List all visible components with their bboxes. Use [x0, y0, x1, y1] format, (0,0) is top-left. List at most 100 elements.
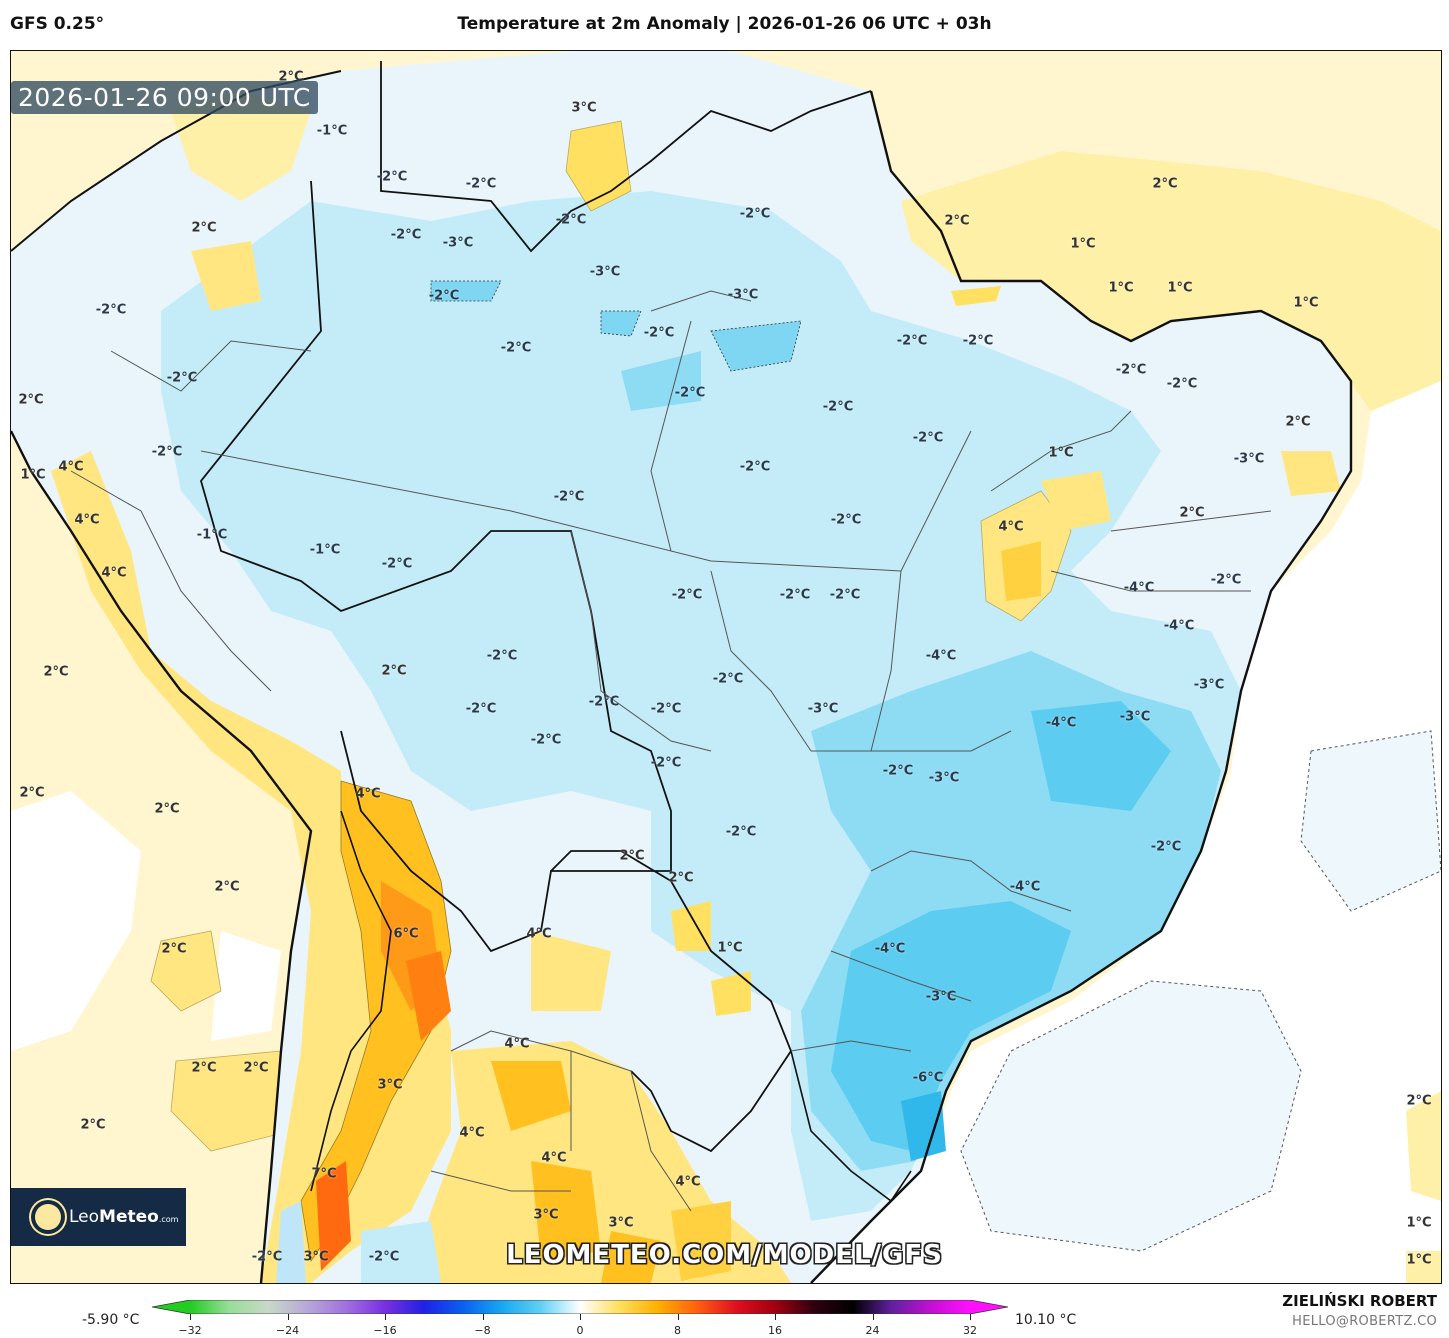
contour-label: -2°C [166, 370, 198, 386]
colorbar-tick-label: −16 [373, 1324, 397, 1337]
contour-label: -2°C [1210, 572, 1242, 588]
contour-label: -3°C [807, 701, 839, 717]
contour-label: -2°C [376, 169, 408, 185]
contour-label: 3°C [303, 1249, 329, 1265]
valid-time-badge: 2026-01-26 09:00 UTC [11, 81, 318, 114]
contour-label: -2°C [500, 340, 532, 356]
colorbar-ticks: −32 −24 −16 −8 0 8 16 24 32 [152, 1314, 1008, 1338]
contour-label: -3°C [589, 264, 621, 280]
contour-label: 4°C [459, 1125, 485, 1141]
contour-label: -2°C [368, 1249, 400, 1265]
contour-label: -2°C [829, 587, 861, 603]
contour-label: -2°C [739, 206, 771, 222]
contour-label: -2°C [1166, 376, 1198, 392]
contour-label: 2°C [1406, 1093, 1432, 1109]
colorbar-tick-label: 32 [963, 1324, 977, 1337]
contour-label: 2°C [80, 1117, 106, 1133]
contour-label: -4°C [925, 648, 957, 664]
contour-label: 4°C [504, 1036, 530, 1052]
contour-label: 3°C [533, 1207, 559, 1223]
contour-label: 1°C [1048, 445, 1074, 461]
anomaly-map: 2026-01-26 09:00 UTC 2°C 3°C -1°C -2°C -2°C 2… [10, 50, 1442, 1284]
contour-label: -2°C [1150, 839, 1182, 855]
colorbar-max-label: 10.10 °C [1015, 1312, 1077, 1328]
contour-label: -2°C [151, 444, 183, 460]
contour-label: -1°C [316, 123, 348, 139]
contour-label: 2°C [161, 941, 187, 957]
contour-label: -6°C [912, 1070, 944, 1086]
contour-label: -2°C [428, 288, 460, 304]
sun-icon [35, 1204, 61, 1230]
contour-label: -2°C [555, 212, 587, 228]
contour-label: 2°C [18, 392, 44, 408]
contour-label: -4°C [1009, 879, 1041, 895]
contour-label: -3°C [925, 989, 957, 1005]
contour-label: 2°C [381, 663, 407, 679]
colorbar-tick [775, 1314, 776, 1320]
colorbar-tick-label: −32 [178, 1324, 202, 1337]
contour-label: -3°C [727, 287, 759, 303]
contour-label: 2°C [154, 801, 180, 817]
contour-label: 2°C [191, 220, 217, 236]
author-name: ZIELIŃSKI ROBERT [1282, 1292, 1437, 1310]
contour-label: -2°C [962, 333, 994, 349]
chart-title: Temperature at 2m Anomaly | 2026-01-26 0… [457, 14, 992, 34]
author-email[interactable]: HELLO@ROBERTZ.CO [1292, 1314, 1437, 1329]
contour-label: -4°C [1123, 580, 1155, 596]
contour-label: -2°C [530, 732, 562, 748]
contour-label: 2°C [43, 664, 69, 680]
contour-label: -3°C [1119, 709, 1151, 725]
contour-label: -2°C [1115, 362, 1147, 378]
contour-label: 4°C [355, 786, 381, 802]
colorbar-tick-label: −8 [474, 1324, 491, 1337]
contour-label: -3°C [928, 770, 960, 786]
logo-text: LeoMeteo.com [69, 1207, 179, 1227]
contour-label: -3°C [1193, 677, 1225, 693]
contour-label: -3°C [442, 235, 474, 251]
contour-label: 6°C [393, 926, 419, 942]
contour-label: -2°C [830, 512, 862, 528]
contour-label: -2°C [739, 459, 771, 475]
contour-label: 2°C [243, 1060, 269, 1076]
contour-label: 1°C [1070, 236, 1096, 252]
watermark-url: LEOMETEO.COM/MODEL/GFS [506, 1240, 943, 1270]
contour-label: -4°C [874, 941, 906, 957]
contour-label: -4°C [1163, 618, 1195, 634]
contour-label: -2°C [779, 587, 811, 603]
colorbar-tick [482, 1314, 484, 1320]
contour-label: 3°C [608, 1215, 634, 1231]
contour-label: -2°C [95, 302, 127, 318]
contour-label: 2°C [278, 69, 304, 85]
contour-label: 2°C [1152, 176, 1178, 192]
colorbar-tick-label: −24 [275, 1324, 300, 1337]
contour-label: 3°C [571, 100, 597, 116]
leometeo-logo[interactable]: LeoMeteo.com [11, 1188, 186, 1246]
colorbar-tick [872, 1314, 874, 1320]
colorbar-tick [385, 1314, 386, 1320]
contour-label: 1°C [20, 467, 46, 483]
contour-label: 1°C [1293, 295, 1319, 311]
contour-label: -2°C [725, 824, 757, 840]
contour-label: -2°C [588, 694, 620, 710]
contour-label: 4°C [74, 512, 100, 528]
colorbar [152, 1300, 1008, 1314]
contour-label: 1°C [1167, 280, 1193, 296]
contour-label: 2°C [1285, 414, 1311, 430]
contour-label: 1°C [717, 940, 743, 956]
contour-label: -2°C [882, 763, 914, 779]
contour-label: -4°C [1045, 715, 1077, 731]
contour-label: -2°C [465, 701, 497, 717]
colorbar-tick-label: 8 [674, 1324, 681, 1337]
colorbar-tick [287, 1314, 289, 1320]
colorbar-min-label: -5.90 °C [82, 1312, 140, 1328]
contour-label: -2°C [390, 227, 422, 243]
contour-label: 2°C [619, 848, 645, 864]
colorbar-tick-label: 16 [768, 1324, 782, 1337]
contour-label: 3°C [377, 1077, 403, 1093]
contour-label: -2°C [486, 648, 518, 664]
contour-label: -2°C [712, 671, 744, 687]
colorbar-tick [190, 1314, 191, 1320]
contour-label: 4°C [526, 926, 552, 942]
contour-label: 2°C [191, 1060, 217, 1076]
contour-label: 1°C [1108, 280, 1134, 296]
